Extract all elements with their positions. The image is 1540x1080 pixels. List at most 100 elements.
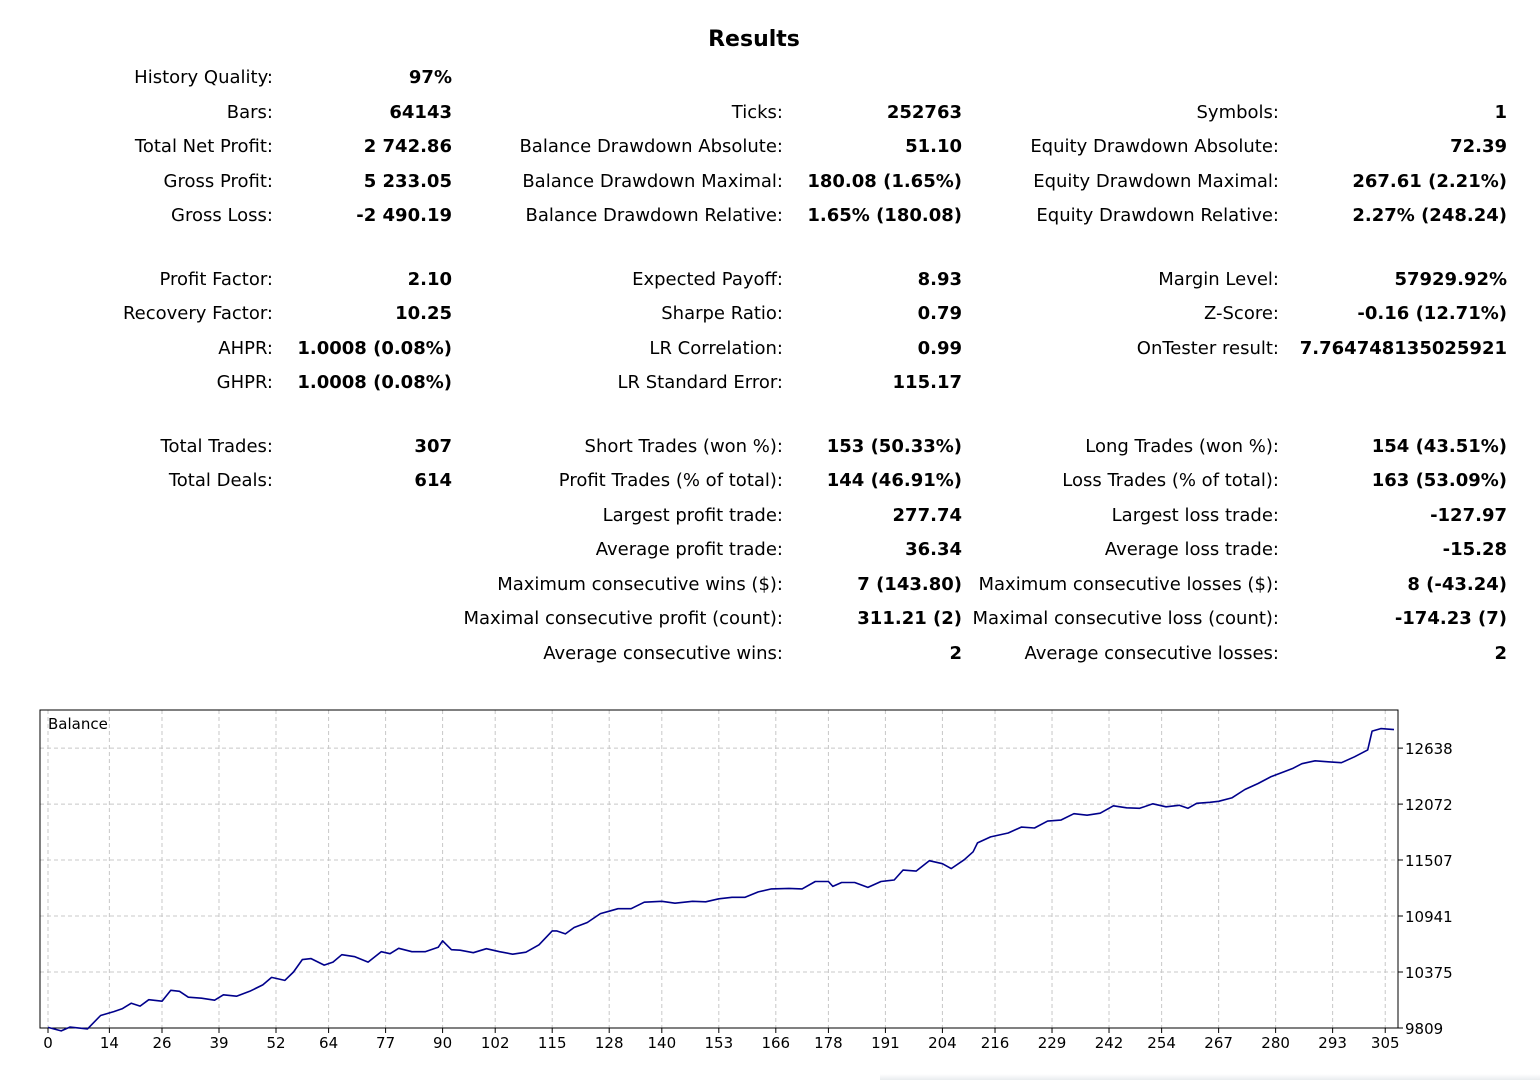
loss-trades-value: 163 (53.09%) — [1371, 470, 1507, 491]
sharpe-ratio-value: 0.79 — [917, 303, 962, 324]
x-tick-label: 229 — [1038, 1034, 1067, 1052]
max-consecutive-losses-value: 8 (-43.24) — [1407, 574, 1507, 595]
x-tick-label: 191 — [871, 1034, 900, 1052]
short-trades-label: Short Trades (won %): — [584, 436, 783, 457]
lr-correlation-label: LR Correlation: — [649, 338, 783, 359]
maximal-consecutive-profit-value: 311.21 (2) — [857, 608, 962, 629]
ghpr-value: 1.0008 (0.08%) — [297, 372, 452, 393]
ahpr-label: AHPR: — [218, 338, 273, 359]
history-quality-value: 97% — [408, 67, 452, 88]
gross-loss-value: -2 490.19 — [356, 205, 452, 226]
bars-value: 64143 — [389, 102, 452, 123]
max-consecutive-losses-label: Maximum consecutive losses ($): — [978, 574, 1280, 595]
expected-payoff-value: 8.93 — [917, 269, 962, 290]
y-tick-label: 12638 — [1405, 740, 1453, 758]
y-axis-ticks: 9809 10375 10941 11507 12072 12638 — [1398, 740, 1453, 1038]
equity-drawdown-maximal-value: 267.61 (2.21%) — [1352, 171, 1507, 192]
z-score-label: Z-Score: — [1204, 303, 1279, 324]
total-net-profit-value: 2 742.86 — [363, 136, 452, 157]
x-tick-label: 64 — [319, 1034, 338, 1052]
short-trades-value: 153 (50.33%) — [826, 436, 962, 457]
y-tick-label: 10375 — [1405, 964, 1453, 982]
ghpr-label: GHPR: — [216, 372, 273, 393]
gross-profit-value: 5 233.05 — [363, 171, 452, 192]
average-consecutive-losses-value: 2 — [1494, 643, 1507, 664]
x-tick-label: 242 — [1095, 1034, 1124, 1052]
lr-standard-error-label: LR Standard Error: — [617, 372, 784, 393]
chart-title: Balance — [48, 715, 108, 733]
average-loss-trade-value: -15.28 — [1442, 539, 1507, 560]
x-tick-label: 204 — [928, 1034, 957, 1052]
gross-loss-label: Gross Loss: — [171, 205, 273, 226]
chart-plot-frame — [39, 709, 1399, 1029]
largest-profit-trade-value: 277.74 — [892, 505, 962, 526]
results-title: Results — [708, 27, 800, 52]
x-tick-label: 254 — [1147, 1034, 1176, 1052]
maximal-consecutive-profit-label: Maximal consecutive profit (count): — [463, 608, 783, 629]
average-consecutive-wins-label: Average consecutive wins: — [543, 643, 783, 664]
max-consecutive-wins-label: Maximum consecutive wins ($): — [497, 574, 783, 595]
history-quality-label: History Quality: — [134, 67, 273, 88]
x-tick-label: 52 — [266, 1034, 285, 1052]
total-trades-label: Total Trades: — [160, 436, 273, 457]
y-tick-label: 9809 — [1405, 1020, 1443, 1038]
x-axis-ticks: 0 14 26 39 52 64 77 90 102 115 128 140 153 166 178 191 2… — [43, 1028, 1400, 1052]
y-tick-label: 12072 — [1405, 796, 1453, 814]
average-consecutive-losses-label: Average consecutive losses: — [1024, 643, 1279, 664]
x-tick-label: 128 — [595, 1034, 624, 1052]
x-tick-label: 216 — [981, 1034, 1010, 1052]
margin-level-value: 57929.92% — [1394, 269, 1507, 290]
lr-standard-error-value: 115.17 — [892, 372, 962, 393]
x-tick-label: 90 — [433, 1034, 452, 1052]
gross-profit-label: Gross Profit: — [163, 171, 273, 192]
profit-trades-label: Profit Trades (% of total): — [558, 470, 783, 491]
maximal-consecutive-loss-label: Maximal consecutive loss (count): — [972, 608, 1279, 629]
recovery-factor-value: 10.25 — [395, 303, 452, 324]
equity-drawdown-absolute-label: Equity Drawdown Absolute: — [1030, 136, 1279, 157]
symbols-label: Symbols: — [1196, 102, 1280, 123]
average-profit-trade-value: 36.34 — [905, 539, 962, 560]
profit-factor-label: Profit Factor: — [159, 269, 273, 290]
equity-drawdown-relative-value: 2.27% (248.24) — [1352, 205, 1507, 226]
balance-chart: Balance 9809 10375 10941 11507 12072 12638 0 1… — [39, 709, 1453, 1052]
z-score-value: -0.16 (12.71%) — [1357, 303, 1507, 324]
x-tick-label: 305 — [1371, 1034, 1400, 1052]
x-tick-label: 280 — [1261, 1034, 1290, 1052]
largest-loss-trade-value: -127.97 — [1430, 505, 1507, 526]
equity-drawdown-maximal-label: Equity Drawdown Maximal: — [1033, 171, 1279, 192]
average-loss-trade-label: Average loss trade: — [1104, 539, 1279, 560]
total-deals-value: 614 — [414, 470, 452, 491]
loss-trades-label: Loss Trades (% of total): — [1062, 470, 1279, 491]
margin-level-label: Margin Level: — [1158, 269, 1279, 290]
chart-grid — [40, 710, 1398, 1028]
equity-drawdown-absolute-value: 72.39 — [1450, 136, 1507, 157]
ahpr-value: 1.0008 (0.08%) — [297, 338, 452, 359]
average-profit-trade-label: Average profit trade: — [595, 539, 783, 560]
largest-loss-trade-label: Largest loss trade: — [1111, 505, 1279, 526]
long-trades-value: 154 (43.51%) — [1371, 436, 1507, 457]
profit-factor-value: 2.10 — [407, 269, 452, 290]
y-tick-label: 11507 — [1405, 852, 1453, 870]
ontester-result-label: OnTester result: — [1136, 338, 1279, 359]
x-tick-label: 77 — [376, 1034, 395, 1052]
average-consecutive-wins-value: 2 — [949, 643, 962, 664]
balance-series-line — [47, 727, 1395, 1032]
max-consecutive-wins-value: 7 (143.80) — [857, 574, 962, 595]
symbols-value: 1 — [1494, 102, 1507, 123]
balance-drawdown-absolute-label: Balance Drawdown Absolute: — [519, 136, 783, 157]
balance-drawdown-maximal-label: Balance Drawdown Maximal: — [522, 171, 783, 192]
maximal-consecutive-loss-value: -174.23 (7) — [1394, 608, 1507, 629]
bars-label: Bars: — [226, 102, 273, 123]
x-tick-label: 115 — [538, 1034, 567, 1052]
largest-profit-trade-label: Largest profit trade: — [602, 505, 783, 526]
ticks-label: Ticks: — [731, 102, 783, 123]
x-tick-label: 166 — [761, 1034, 790, 1052]
ontester-result-value: 7.764748135025921 — [1299, 338, 1507, 359]
x-tick-label: 267 — [1204, 1034, 1233, 1052]
equity-drawdown-relative-label: Equity Drawdown Relative: — [1036, 205, 1279, 226]
x-tick-label: 39 — [209, 1034, 228, 1052]
ticks-value: 252763 — [886, 102, 962, 123]
x-tick-label: 26 — [152, 1034, 171, 1052]
balance-drawdown-relative-value: 1.65% (180.08) — [807, 205, 962, 226]
lr-correlation-value: 0.99 — [917, 338, 962, 359]
